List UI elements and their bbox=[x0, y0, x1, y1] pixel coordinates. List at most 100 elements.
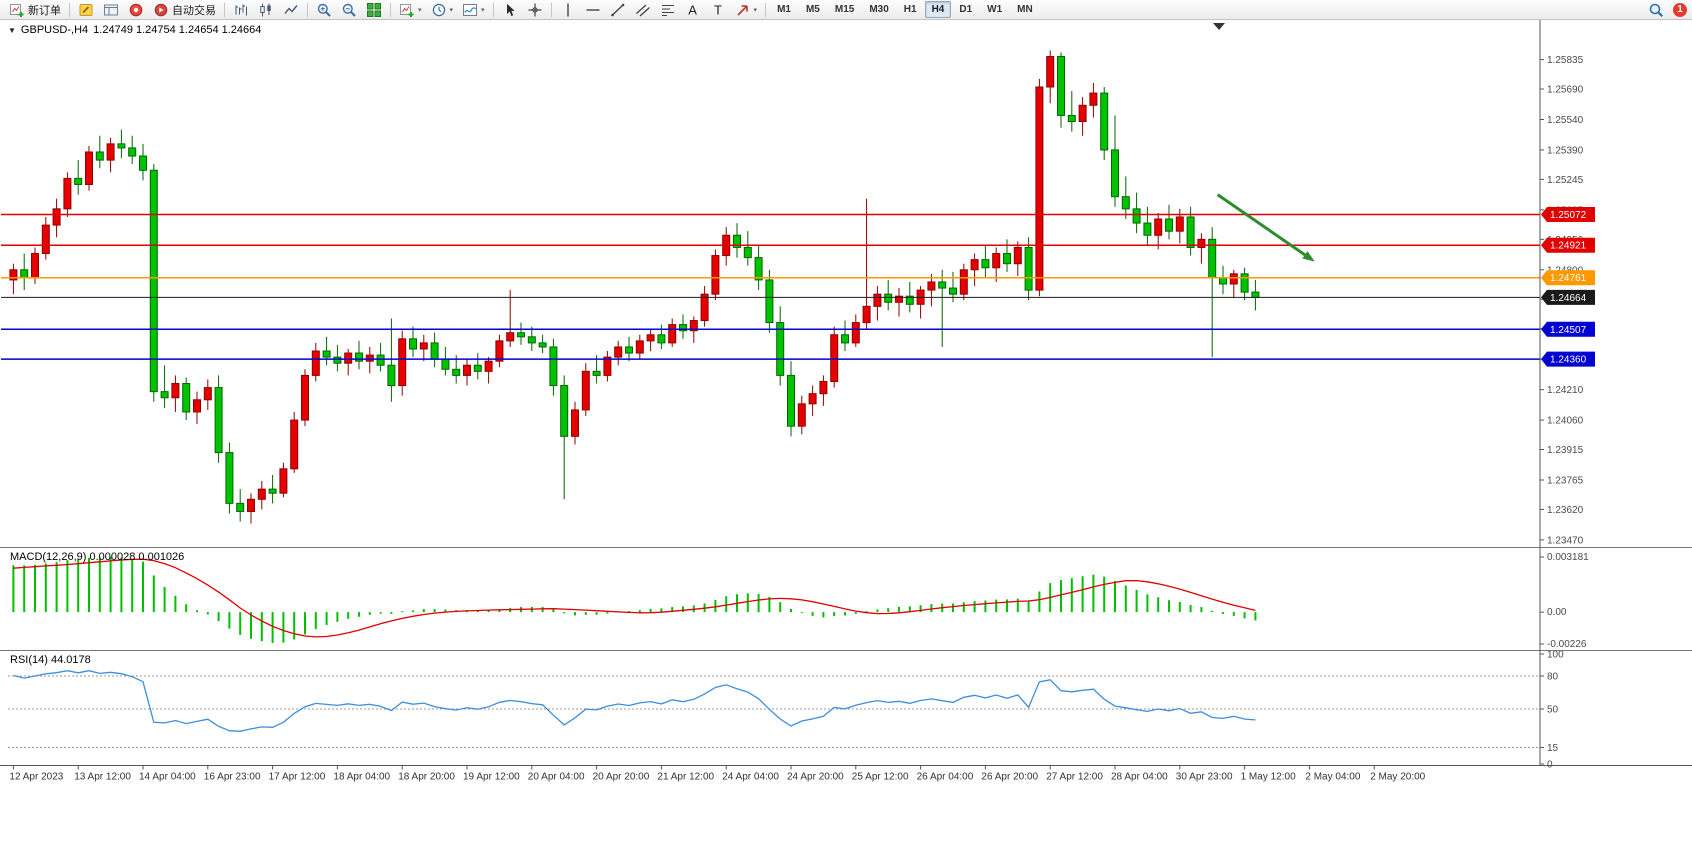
candle bbox=[765, 279, 774, 324]
tile-windows-button[interactable] bbox=[362, 0, 386, 20]
timeframe-button-mn[interactable]: MN bbox=[1017, 4, 1033, 15]
price-badge bbox=[1541, 351, 1595, 367]
toolbar-separator bbox=[765, 2, 767, 17]
time-axis-label: 20 Apr 04:00 bbox=[528, 772, 585, 783]
rsi-axis-label: 100 bbox=[1547, 650, 1564, 661]
zoom-in-button[interactable] bbox=[312, 0, 336, 20]
candle bbox=[376, 354, 385, 366]
candle bbox=[1197, 238, 1206, 248]
timeframe-button-m30[interactable]: M30 bbox=[869, 4, 889, 15]
bar-chart-button[interactable] bbox=[229, 0, 253, 20]
candle bbox=[74, 177, 83, 185]
metaeditor-button[interactable] bbox=[74, 0, 98, 20]
time-axis-label: 25 Apr 12:00 bbox=[852, 772, 909, 783]
time-axis-label: 30 Apr 23:00 bbox=[1176, 772, 1233, 783]
macd-indicator-label: MACD(12,26,9) 0.000028 0.001026 bbox=[10, 551, 185, 563]
price-badge-label: 1.24507 bbox=[1550, 325, 1587, 336]
candle bbox=[743, 246, 752, 259]
candle bbox=[625, 346, 633, 354]
autotrading-button[interactable]: 自动交易 bbox=[149, 0, 220, 20]
candle bbox=[873, 293, 882, 307]
candle bbox=[311, 350, 320, 376]
timeframe-button-m1[interactable]: M1 bbox=[777, 4, 791, 15]
time-axis[interactable]: 12 Apr 2023 13 Apr 12:00 14 Apr 04:00 16 Ap… bbox=[9, 765, 1426, 783]
line-chart-icon bbox=[284, 4, 298, 14]
candle bbox=[365, 354, 374, 362]
candle bbox=[85, 151, 93, 185]
community-button[interactable] bbox=[124, 0, 148, 20]
candle bbox=[1078, 104, 1087, 123]
candlestick-chart-button[interactable] bbox=[254, 0, 278, 20]
candle bbox=[549, 346, 558, 387]
toolbar-separator bbox=[224, 2, 225, 17]
templates-button[interactable]: ▾ bbox=[458, 0, 489, 20]
equidistant-channel-button[interactable] bbox=[631, 0, 655, 20]
fibonacci-button[interactable] bbox=[656, 0, 680, 20]
candle bbox=[1121, 196, 1130, 210]
candle bbox=[797, 403, 806, 427]
candle bbox=[851, 322, 860, 344]
candle bbox=[41, 224, 50, 255]
chart-canvas[interactable]: 1.25835 1.25690 1.25540 1.25390 1.25245 1.250… bbox=[0, 20, 1692, 853]
clock-icon bbox=[432, 3, 445, 16]
candle bbox=[452, 368, 461, 376]
candle bbox=[225, 452, 234, 504]
rsi-axis-label: 15 bbox=[1547, 743, 1559, 754]
one-click-trading-toggle-icon[interactable]: ▼ bbox=[8, 25, 16, 35]
trend-arrow-annotation[interactable] bbox=[1216, 193, 1315, 262]
candle bbox=[711, 255, 720, 295]
candle bbox=[279, 468, 288, 494]
zoom-in-icon bbox=[317, 3, 331, 17]
text-icon: A bbox=[688, 2, 697, 17]
candle bbox=[592, 370, 601, 376]
vertical-line-button[interactable] bbox=[556, 0, 580, 20]
timeframe-button-w1[interactable]: W1 bbox=[987, 4, 1003, 15]
timeframe-button-m15[interactable]: M15 bbox=[834, 4, 855, 15]
new-order-icon bbox=[10, 3, 24, 17]
cursor-button[interactable] bbox=[498, 0, 522, 20]
search-button[interactable] bbox=[1644, 0, 1668, 20]
candle bbox=[657, 334, 666, 344]
candle bbox=[1035, 86, 1044, 291]
crosshair-button[interactable] bbox=[523, 0, 547, 20]
price-axis-label: 1.24210 bbox=[1547, 385, 1584, 396]
search-icon bbox=[1649, 3, 1663, 17]
candle bbox=[31, 253, 39, 279]
periods-button[interactable]: ▾ bbox=[427, 0, 458, 20]
vline-icon bbox=[566, 3, 569, 16]
data-window-button[interactable] bbox=[99, 0, 123, 20]
notifications-button[interactable]: 1 bbox=[1673, 2, 1687, 17]
candle bbox=[635, 340, 644, 354]
new-chart-button[interactable]: ▾ bbox=[395, 0, 426, 20]
text-button[interactable]: A bbox=[681, 0, 705, 20]
candle bbox=[1046, 56, 1055, 88]
candle bbox=[268, 488, 277, 494]
candle bbox=[193, 399, 201, 413]
time-axis-label: 27 Apr 12:00 bbox=[1046, 772, 1103, 783]
candle bbox=[1143, 222, 1152, 236]
candle bbox=[1057, 56, 1065, 116]
time-axis-label: 2 May 04:00 bbox=[1305, 772, 1360, 783]
candle bbox=[214, 387, 223, 454]
timeframe-button-h4[interactable]: H4 bbox=[924, 1, 952, 18]
trendline-button[interactable] bbox=[606, 0, 630, 20]
timeframe-button-m5[interactable]: M5 bbox=[805, 4, 820, 15]
candle bbox=[322, 350, 331, 358]
candle bbox=[203, 387, 212, 401]
candle bbox=[117, 143, 126, 149]
arrows-button[interactable]: ▾ bbox=[731, 0, 762, 20]
timeframe-button-h1[interactable]: H1 bbox=[903, 4, 917, 15]
zoom-out-button[interactable] bbox=[337, 0, 361, 20]
text-label-button[interactable]: T bbox=[706, 0, 730, 20]
candle bbox=[160, 391, 169, 399]
line-chart-button[interactable] bbox=[279, 0, 303, 20]
candle bbox=[419, 342, 428, 350]
chart-title: ▼ GBPUSD-,H4 1.24749 1.24754 1.24654 1.2… bbox=[8, 24, 261, 36]
timeframe-button-d1[interactable]: D1 bbox=[959, 4, 973, 15]
new-order-button[interactable]: 新订单 bbox=[5, 0, 65, 20]
horizontal-line-button[interactable] bbox=[581, 0, 605, 20]
candle bbox=[581, 370, 590, 411]
channel-icon bbox=[635, 4, 650, 16]
trendline-icon bbox=[610, 3, 624, 16]
candle bbox=[1219, 277, 1227, 285]
